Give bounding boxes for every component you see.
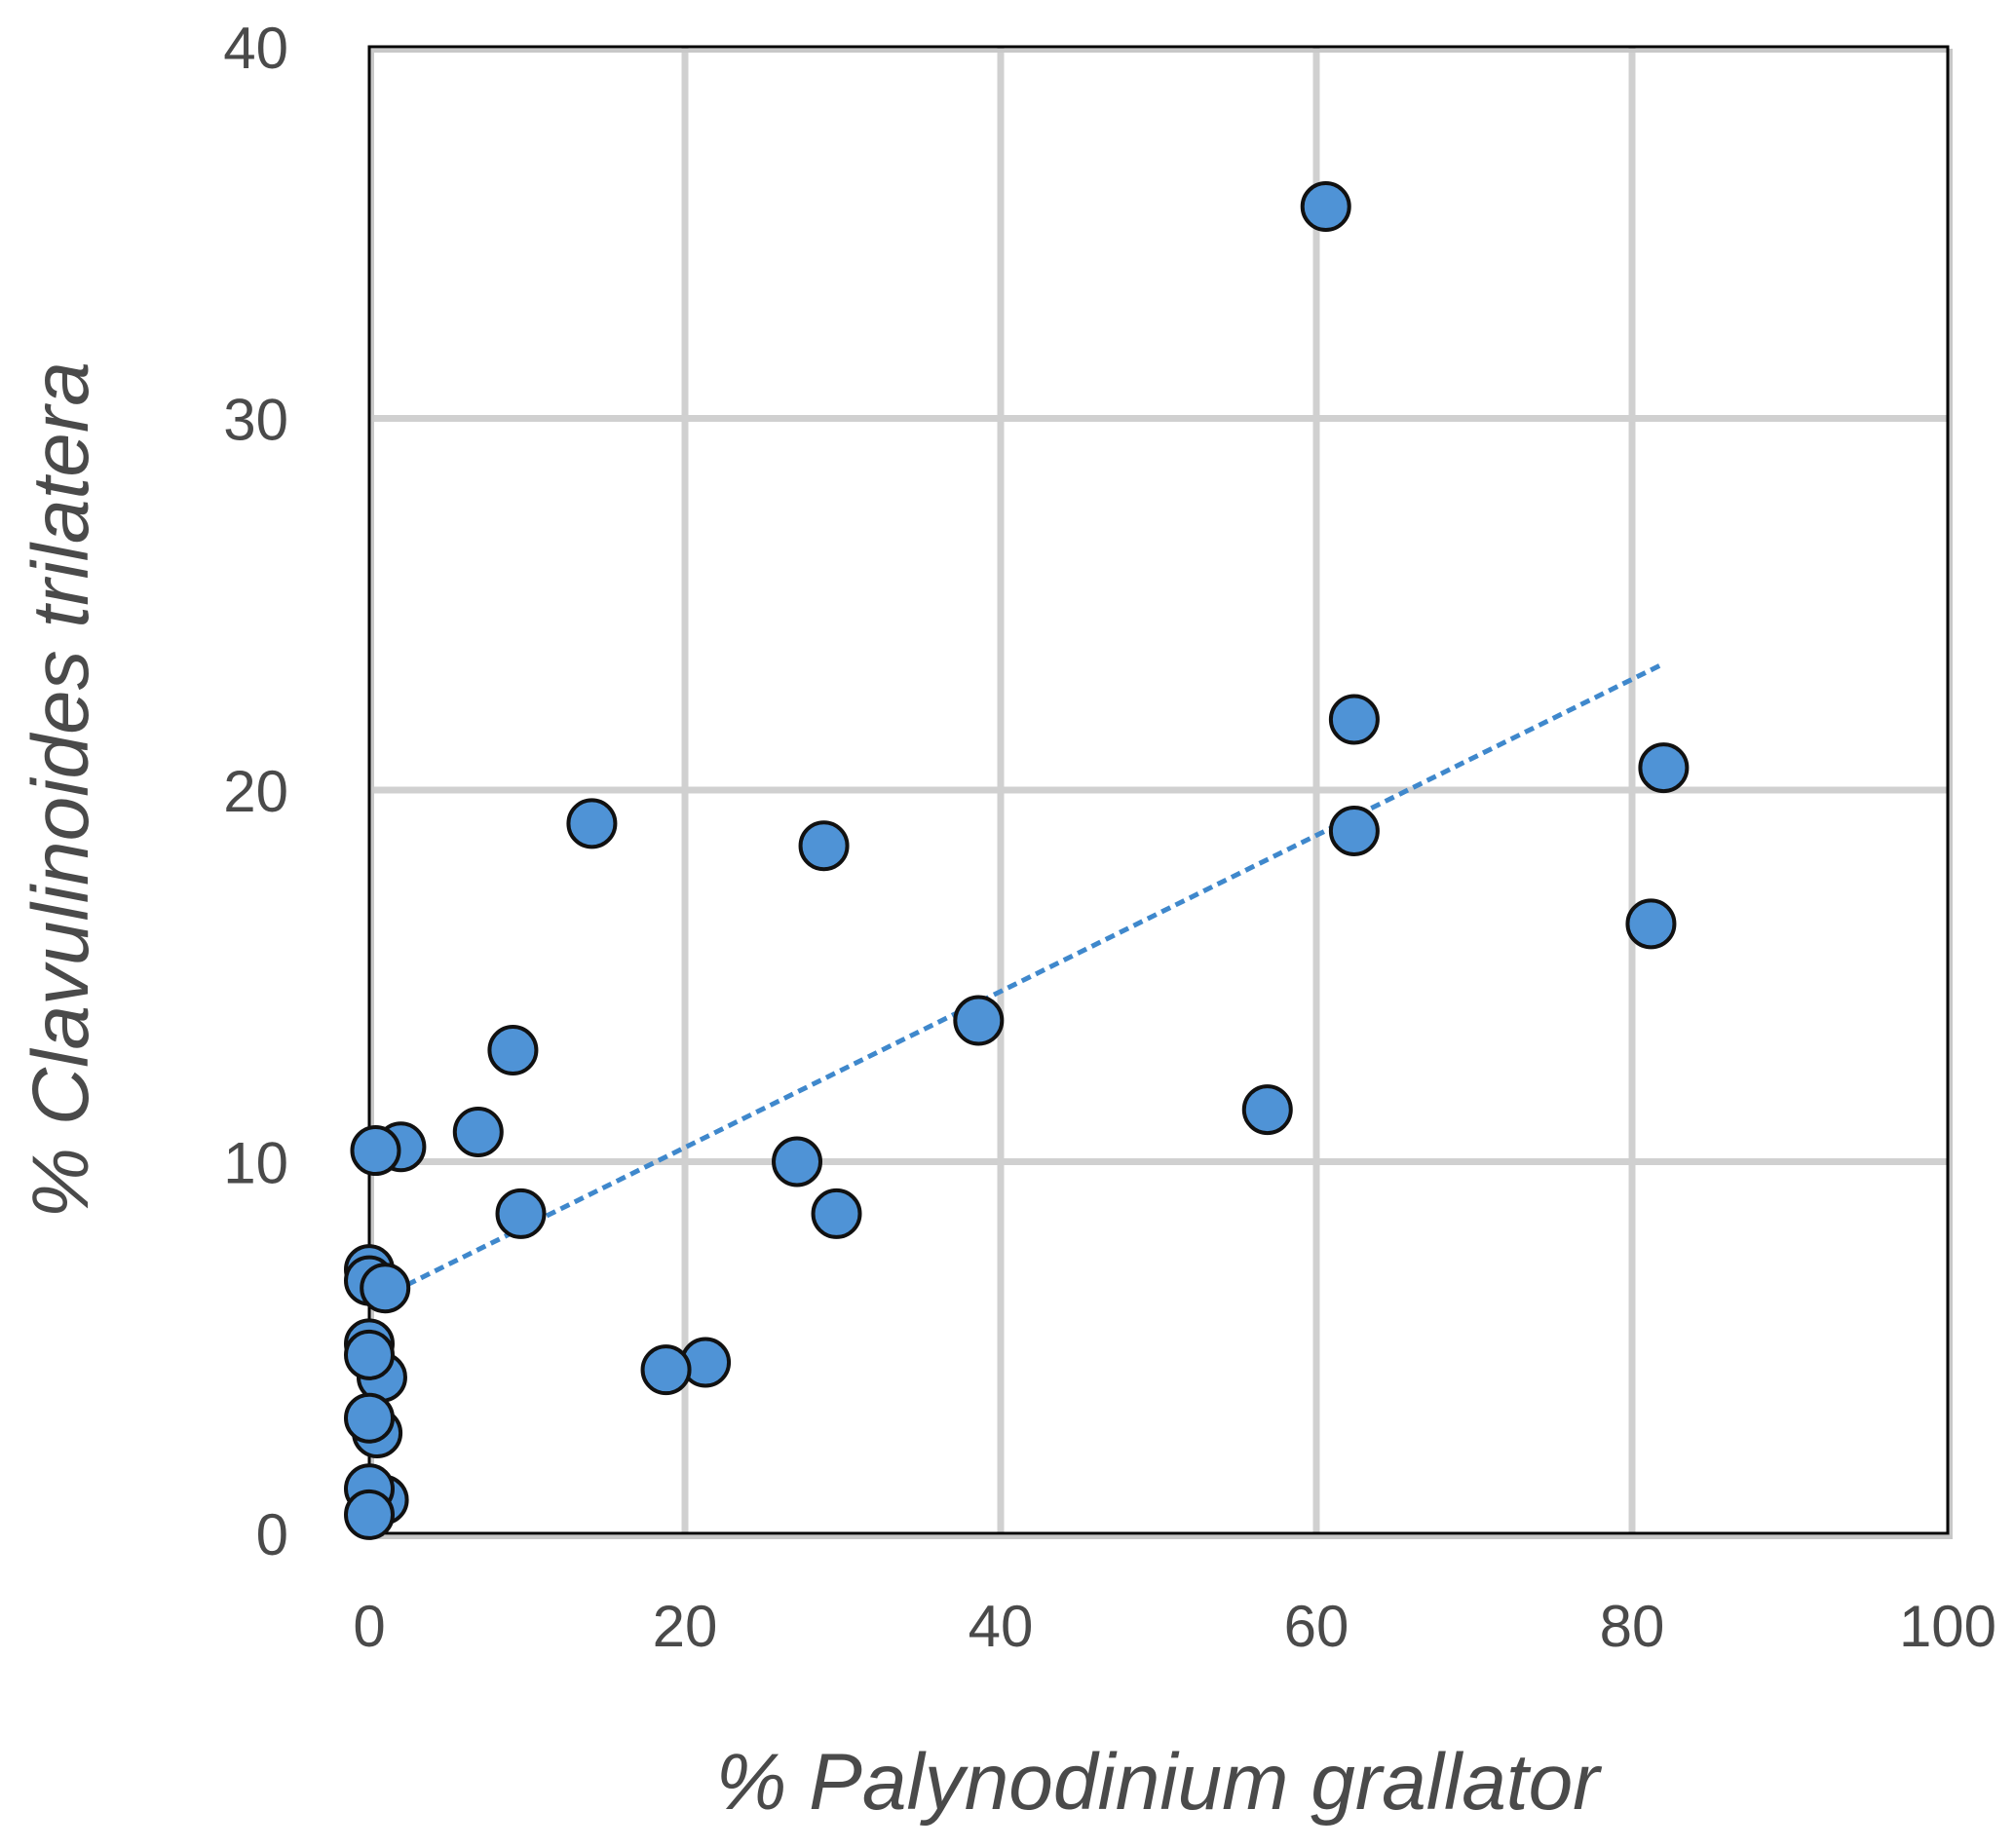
trendline-group	[392, 661, 1665, 1295]
x-tick-labels: 0 20 40 60 80 100	[353, 1594, 1996, 1659]
data-point	[1638, 742, 1690, 794]
y-tick-label: 0	[256, 1502, 288, 1567]
data-point	[344, 1489, 395, 1540]
data-point	[344, 1329, 395, 1380]
x-tick-label: 0	[353, 1594, 385, 1659]
plot-area-shadow	[370, 49, 1953, 1539]
data-point	[1241, 1084, 1293, 1136]
y-axis-title: % Clavulinoides trilatera	[17, 361, 105, 1219]
data-point	[350, 1125, 401, 1177]
data-point	[640, 1344, 692, 1396]
data-point	[811, 1188, 862, 1239]
x-tick-label: 100	[1899, 1594, 1996, 1659]
gridlines	[369, 47, 1948, 1533]
x-tick-label: 80	[1600, 1594, 1665, 1659]
y-tick-label: 40	[223, 16, 288, 81]
x-tick-label: 20	[653, 1594, 718, 1659]
data-point	[1328, 694, 1380, 745]
data-point	[566, 798, 618, 849]
data-point	[1625, 898, 1677, 950]
data-point	[772, 1136, 823, 1188]
y-tick-label: 10	[223, 1131, 288, 1196]
data-point	[1300, 181, 1351, 233]
data-point	[495, 1188, 547, 1239]
data-point	[953, 995, 1005, 1046]
x-tick-label: 40	[969, 1594, 1034, 1659]
data-point	[452, 1106, 504, 1157]
data-point	[360, 1263, 411, 1314]
plot-area-frame	[367, 45, 1950, 1535]
data-points	[344, 181, 1690, 1540]
trendline	[392, 661, 1665, 1295]
y-tick-labels: 0 10 20 30 40	[223, 16, 288, 1567]
x-tick-label: 60	[1284, 1594, 1349, 1659]
x-axis-title: % Palynodinium grallator	[715, 1738, 1603, 1827]
y-tick-label: 20	[223, 759, 288, 824]
data-point	[798, 820, 850, 872]
data-point	[487, 1025, 539, 1076]
data-point	[1328, 805, 1380, 856]
y-tick-label: 30	[223, 388, 288, 453]
data-point	[344, 1392, 395, 1444]
